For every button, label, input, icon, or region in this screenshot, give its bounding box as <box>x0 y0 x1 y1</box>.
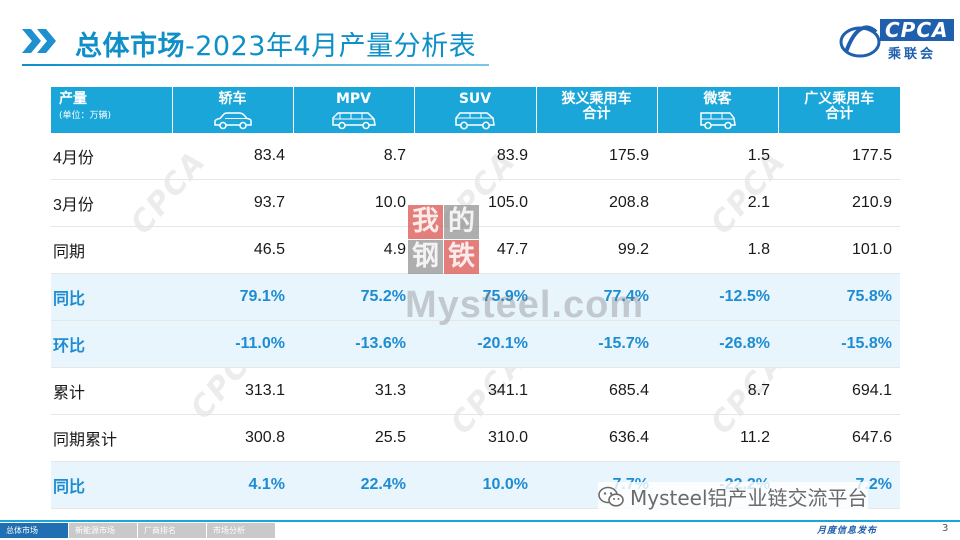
row-label: 同期累计 <box>51 414 172 462</box>
table-cell: -15.8% <box>778 320 900 368</box>
table-row: 同期累计 300.8 25.5 310.0 636.4 11.2 647.6 <box>51 414 900 462</box>
header-corner: 产量 (单位：万辆) <box>51 87 173 133</box>
table-cell: 300.8 <box>172 414 293 462</box>
double-chevron-icon <box>22 29 56 53</box>
wechat-account-watermark: Mysteel铝产业链交流平台 <box>598 482 868 511</box>
header-narrow-total: 狭义乘用车 合计 <box>536 87 658 133</box>
table-row: 同比 79.1% 75.2% 75.9% 77.4% -12.5% 75.8% <box>51 273 900 321</box>
table-cell: 83.9 <box>414 133 536 180</box>
row-label: 同期 <box>51 226 172 274</box>
cpca-logo: CPCA 乘联会 <box>838 16 954 64</box>
table-cell: -11.0% <box>172 320 293 368</box>
header-broad-total: 广义乘用车 合计 <box>778 87 900 133</box>
table-cell: 83.4 <box>172 133 293 180</box>
table-cell: 75.2% <box>293 273 414 321</box>
table-cell: -20.1% <box>414 320 536 368</box>
cpca-emblem-icon <box>839 25 881 58</box>
row-label: 4月份 <box>51 133 172 180</box>
table-cell: 4.9 <box>293 226 414 274</box>
minivan-icon <box>699 112 736 130</box>
footer-tab-market-analysis[interactable]: 市场分析 <box>207 523 275 538</box>
header-minivan: 微客 <box>657 87 779 133</box>
table-cell: 694.1 <box>778 367 900 415</box>
table-cell: 10.0% <box>414 461 536 509</box>
table-cell: 647.6 <box>778 414 900 462</box>
footer-slogan: 月度信息发布 <box>817 526 878 536</box>
table-cell: 2.1 <box>657 179 778 227</box>
row-label: 累计 <box>51 367 172 415</box>
row-label: 同比 <box>51 461 172 509</box>
table-cell: -15.7% <box>536 320 657 368</box>
table-cell: 313.1 <box>172 367 293 415</box>
table-cell: 177.5 <box>778 133 900 180</box>
header-mpv: MPV <box>293 87 415 133</box>
table-cell: 75.9% <box>414 273 536 321</box>
header-sedan: 轿车 <box>172 87 294 133</box>
footer-rule <box>0 520 960 522</box>
table-cell: 4.1% <box>172 461 293 509</box>
sedan-car-icon <box>213 112 252 130</box>
table-header-row: 产量 (单位：万辆) 轿车 MPV <box>51 87 900 133</box>
table-cell: 1.8 <box>657 226 778 274</box>
table-cell: 11.2 <box>657 414 778 462</box>
page-number: 3 <box>942 523 949 534</box>
table-row: 累计 313.1 31.3 341.1 685.4 8.7 694.1 <box>51 367 900 415</box>
table-cell: 99.2 <box>536 226 657 274</box>
suv-car-icon <box>455 112 495 130</box>
table-row: 同期 46.5 4.9 47.7 99.2 1.8 101.0 <box>51 226 900 274</box>
row-label: 3月份 <box>51 179 172 227</box>
table-row: 环比 -11.0% -13.6% -20.1% -15.7% -26.8% -15.8% <box>51 320 900 368</box>
table-cell: 25.5 <box>293 414 414 462</box>
table-cell: -13.6% <box>293 320 414 368</box>
table-cell: -26.8% <box>657 320 778 368</box>
table-cell: 341.1 <box>414 367 536 415</box>
production-table: 产量 (单位：万辆) 轿车 MPV <box>51 87 900 509</box>
row-label: 环比 <box>51 320 172 368</box>
header-suv: SUV <box>414 87 537 133</box>
table-cell: 46.5 <box>172 226 293 274</box>
table-cell: 175.9 <box>536 133 657 180</box>
mysteel-stamp-watermark: 我 的 钢 铁 <box>408 205 480 275</box>
table-cell: 79.1% <box>172 273 293 321</box>
table-cell: 208.8 <box>536 179 657 227</box>
table-cell: 75.8% <box>778 273 900 321</box>
page-title: 总体市场-2023年4月产量分析表 <box>75 31 477 62</box>
table-cell: 8.7 <box>293 133 414 180</box>
table-cell: 93.7 <box>172 179 293 227</box>
wechat-icon <box>598 486 624 507</box>
table-cell: 101.0 <box>778 226 900 274</box>
table-cell: -12.5% <box>657 273 778 321</box>
table-cell: 1.5 <box>657 133 778 180</box>
mysteel-text-watermark: Mysteel.com <box>405 284 645 326</box>
table-cell: 210.9 <box>778 179 900 227</box>
table-cell: 10.0 <box>293 179 414 227</box>
table-cell: 22.4% <box>293 461 414 509</box>
table-cell: 31.3 <box>293 367 414 415</box>
table-cell: 636.4 <box>536 414 657 462</box>
table-cell: 8.7 <box>657 367 778 415</box>
table-cell: 77.4% <box>536 273 657 321</box>
table-cell: 310.0 <box>414 414 536 462</box>
table-row: 3月份 93.7 10.0 105.0 208.8 2.1 210.9 <box>51 179 900 227</box>
row-label: 同比 <box>51 273 172 321</box>
footer-tab-maker-ranking[interactable]: 厂商排名 <box>138 523 206 538</box>
mpv-car-icon <box>331 112 376 130</box>
table-row: 4月份 83.4 8.7 83.9 175.9 1.5 177.5 <box>51 133 900 180</box>
footer-nav: 总体市场 新能源市场 厂商排名 市场分析 <box>0 523 276 538</box>
footer-tab-nev-market[interactable]: 新能源市场 <box>69 523 137 538</box>
table-cell: 685.4 <box>536 367 657 415</box>
title-underline <box>22 64 489 66</box>
page-header: 总体市场-2023年4月产量分析表 CPCA 乘联会 <box>0 0 960 80</box>
footer-tab-overall-market[interactable]: 总体市场 <box>0 523 68 538</box>
